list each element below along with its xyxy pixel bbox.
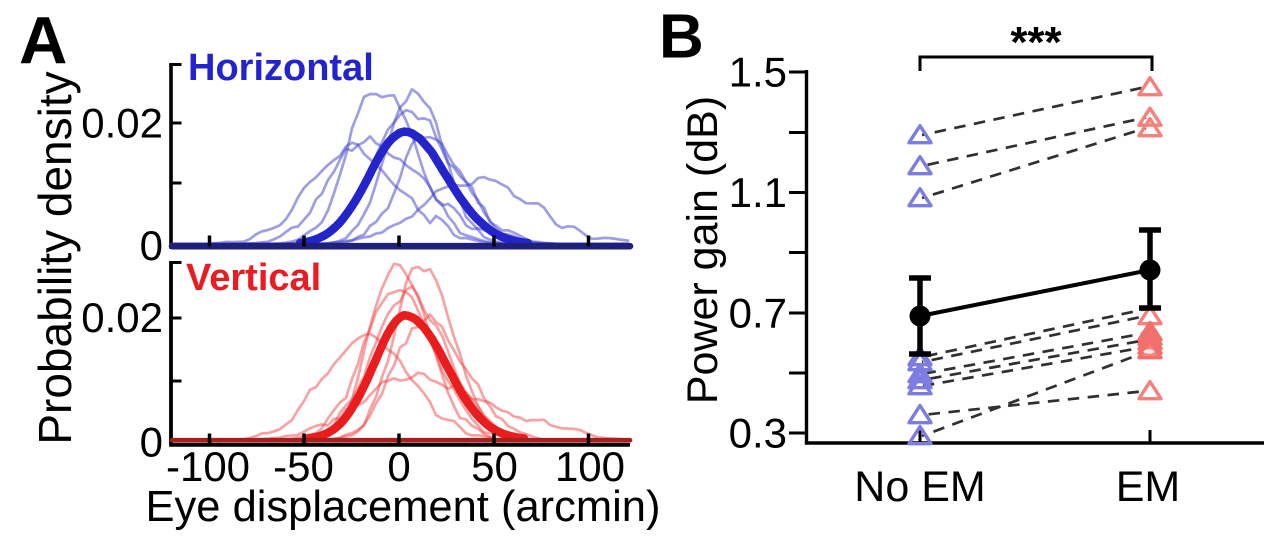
svg-text:1.5: 1.5 — [729, 49, 787, 96]
svg-text:Power gain (dB): Power gain (dB) — [679, 96, 727, 404]
svg-text:0.3: 0.3 — [729, 410, 787, 457]
svg-text:0: 0 — [387, 443, 410, 490]
svg-text:***: *** — [1010, 18, 1062, 67]
svg-text:A: A — [19, 4, 67, 79]
svg-text:0.02: 0.02 — [81, 294, 163, 341]
svg-text:-50: -50 — [273, 443, 334, 490]
svg-text:0: 0 — [140, 419, 163, 466]
svg-text:0: 0 — [140, 222, 163, 269]
svg-text:Probability density: Probability density — [29, 71, 81, 444]
svg-text:0.7: 0.7 — [729, 290, 787, 337]
svg-text:50: 50 — [471, 443, 518, 490]
svg-text:No EM: No EM — [854, 463, 985, 511]
svg-text:Eye displacement (arcmin): Eye displacement (arcmin) — [146, 483, 661, 531]
svg-text:Horizontal: Horizontal — [188, 47, 374, 89]
svg-text:1.1: 1.1 — [729, 169, 787, 216]
svg-text:-100: -100 — [166, 443, 250, 490]
svg-text:0.02: 0.02 — [81, 100, 163, 147]
svg-text:Vertical: Vertical — [186, 257, 321, 299]
svg-text:B: B — [659, 3, 704, 72]
svg-text:100: 100 — [555, 443, 625, 490]
svg-text:EM: EM — [1116, 463, 1181, 511]
